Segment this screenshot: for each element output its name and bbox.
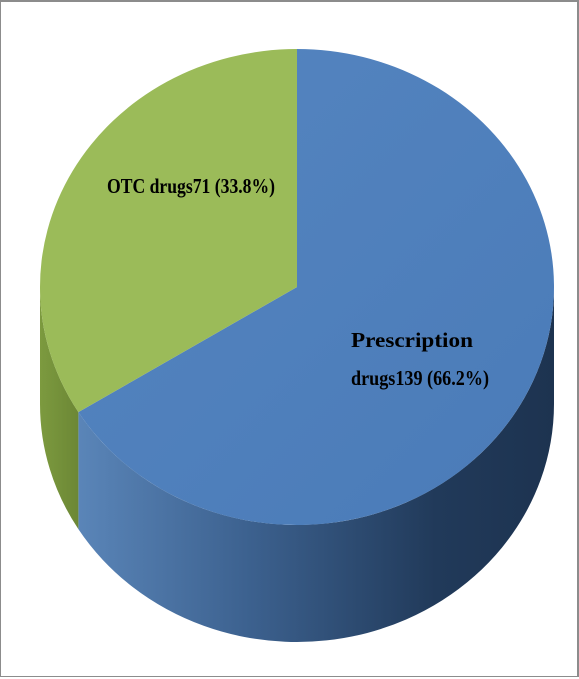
data-label-prescription-drugs: drugs139 (66.2%) — [351, 366, 489, 390]
data-label-prescription-drugs: Prescription — [351, 328, 473, 352]
slice-side-otc — [40, 287, 79, 530]
slice-prescription-drugs — [78, 49, 555, 525]
slice-otc-drugs — [40, 49, 298, 413]
slice-side-prescription — [78, 287, 555, 643]
data-label-otc-drugs: OTC drugs71 (33.8%) — [107, 174, 275, 198]
